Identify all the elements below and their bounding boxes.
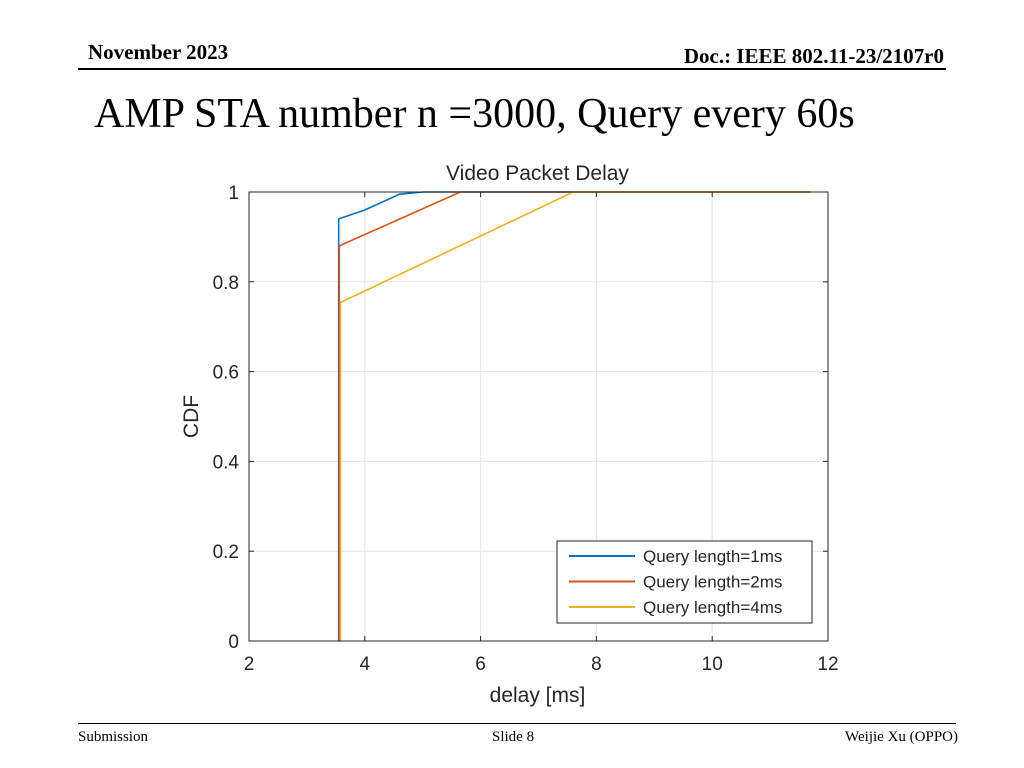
legend-label-3: Query length=4ms [643,598,782,617]
y-tick-label: 1 [228,183,239,204]
footer-author: Weijie Xu (OPPO) [845,729,958,745]
x-tick-label: 12 [817,654,838,675]
slide-title: AMP STA number n =3000, Query every 60s [94,91,855,137]
header-doc-id: Doc.: IEEE 802.11-23/2107r0 [683,44,944,68]
footer-divider [78,723,956,724]
x-tick-label: 10 [702,654,723,675]
legend-label-1: Query length=1ms [643,547,782,566]
y-tick-label: 0.6 [213,363,239,384]
footer-slide-number: Slide 8 [492,729,535,745]
x-axis-label: delay [ms] [490,684,586,707]
y-tick-label: 0.4 [213,452,240,473]
x-tick-label: 6 [475,654,486,675]
footer-submission: Submission [78,729,149,745]
y-tick-label: 0.2 [213,542,239,563]
y-tick-label: 0.8 [213,273,239,294]
axes-box [248,191,829,642]
header-divider [78,68,946,70]
legend-label-2: Query length=2ms [643,573,782,592]
x-tick-label: 8 [591,654,602,675]
chart-title: Video Packet Delay [446,162,629,185]
x-tick-label: 2 [244,654,255,675]
y-axis-label: CDF [180,395,203,438]
header-date: November 2023 [88,40,229,64]
x-tick-label: 4 [360,654,371,675]
y-tick-label: 0 [228,632,239,653]
